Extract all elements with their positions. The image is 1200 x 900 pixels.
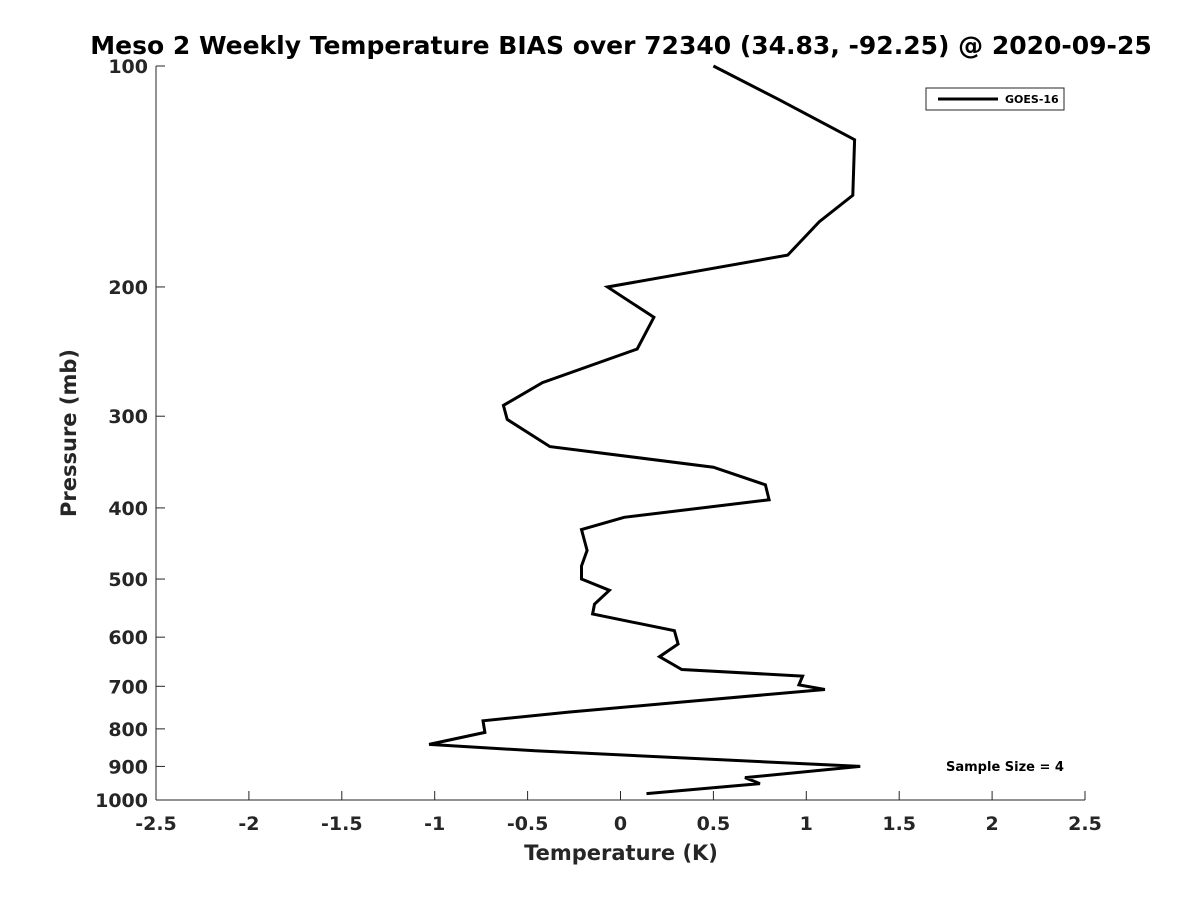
y-axis-ticks: 100 200 300 400 500 600 700 800 900 1000 <box>95 56 165 812</box>
chart-title: Meso 2 Weekly Temperature BIAS over 7234… <box>90 31 1151 60</box>
x-tick-label: -2.5 <box>135 813 177 835</box>
y-tick-label: 100 <box>108 56 148 78</box>
y-tick-label: 800 <box>108 719 148 741</box>
legend: GOES-16 <box>925 87 1065 111</box>
x-tick-label: 2.5 <box>1068 813 1102 835</box>
x-tick-label: -1.5 <box>321 813 363 835</box>
y-tick-label: 900 <box>108 756 148 778</box>
x-tick-label: 1 <box>800 813 813 835</box>
x-tick-label: 0.5 <box>697 813 731 835</box>
plot-area <box>156 66 1085 800</box>
x-tick-label: -2 <box>238 813 259 835</box>
sample-size-annotation: Sample Size = 4 <box>946 760 1064 775</box>
y-tick-label: 1000 <box>95 790 148 812</box>
x-axis-label: Temperature (K) <box>524 841 718 865</box>
x-tick-label: -1 <box>424 813 445 835</box>
y-tick-label: 500 <box>108 569 148 591</box>
y-axis-label: Pressure (mb) <box>57 349 81 517</box>
x-tick-label: 0 <box>614 813 627 835</box>
y-tick-label: 700 <box>108 676 148 698</box>
series-group <box>428 64 861 796</box>
x-tick-label: -0.5 <box>507 813 549 835</box>
legend-label-goes-16: GOES-16 <box>1005 93 1059 106</box>
x-tick-label: 1.5 <box>882 813 916 835</box>
y-tick-label: 200 <box>108 277 148 299</box>
series-line-goes-16 <box>428 64 861 796</box>
y-tick-label: 600 <box>108 627 148 649</box>
y-tick-label: 400 <box>108 498 148 520</box>
x-tick-label: 2 <box>985 813 998 835</box>
x-axis-ticks: -2.5 -2 -1.5 -1 -0.5 0 0.5 1 1.5 2 2.5 <box>135 791 1102 835</box>
y-tick-label: 300 <box>108 406 148 428</box>
